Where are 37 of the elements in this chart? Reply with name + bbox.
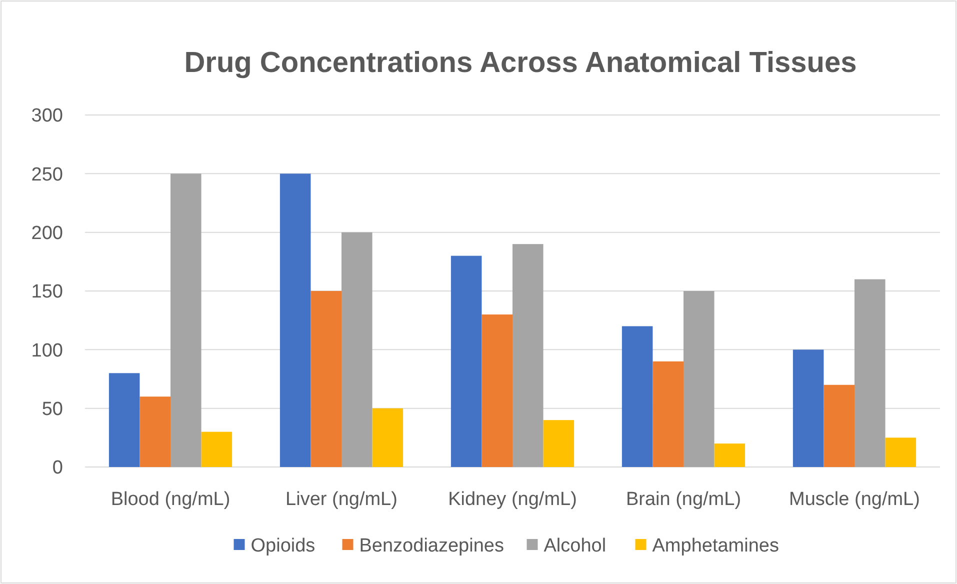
bar bbox=[652, 361, 684, 467]
bar bbox=[140, 396, 170, 467]
chart-title: Drug Concentrations Across Anatomical Tissues bbox=[184, 47, 857, 79]
bar bbox=[170, 174, 202, 467]
bar bbox=[824, 384, 854, 467]
y-tick-label: 150 bbox=[31, 282, 63, 303]
bar bbox=[622, 326, 653, 467]
bar bbox=[342, 232, 372, 467]
legend-label: Alcohol bbox=[544, 536, 606, 557]
legend-label: Opioids bbox=[250, 536, 316, 557]
x-tick-label: Brain (ng/mL) bbox=[626, 489, 742, 510]
x-tick-label: Muscle (ng/mL) bbox=[789, 489, 920, 510]
bar bbox=[108, 373, 140, 467]
bar bbox=[201, 432, 232, 467]
bar bbox=[280, 174, 311, 467]
legend-label: Benzodiazepines bbox=[359, 536, 504, 557]
bar bbox=[792, 350, 824, 467]
bar bbox=[543, 420, 574, 467]
y-tick-label: 300 bbox=[31, 106, 63, 127]
bar bbox=[482, 314, 512, 467]
y-tick-label: 200 bbox=[31, 222, 63, 244]
x-tick-label: Liver (ng/mL) bbox=[286, 489, 398, 510]
bar bbox=[372, 408, 404, 467]
bar bbox=[885, 438, 916, 467]
y-tick-label: 0 bbox=[52, 458, 63, 479]
bar bbox=[512, 244, 544, 467]
bar bbox=[450, 256, 482, 467]
bar bbox=[714, 444, 746, 467]
bar bbox=[854, 279, 886, 467]
legend-label: Amphetamines bbox=[652, 536, 779, 557]
y-tick-label: 250 bbox=[31, 164, 63, 186]
y-tick-label: 50 bbox=[42, 398, 63, 420]
x-tick-label: Kidney (ng/mL) bbox=[448, 489, 577, 510]
x-tick-label: Blood (ng/mL) bbox=[110, 489, 230, 510]
y-tick-label: 100 bbox=[31, 340, 63, 362]
bar bbox=[684, 291, 714, 467]
bar bbox=[310, 291, 342, 467]
